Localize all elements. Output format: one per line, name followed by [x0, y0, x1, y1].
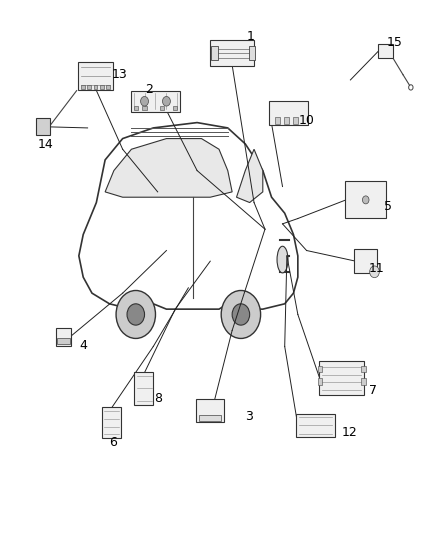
Bar — [293, 117, 298, 124]
FancyBboxPatch shape — [210, 40, 254, 66]
FancyBboxPatch shape — [319, 361, 364, 395]
Ellipse shape — [221, 290, 261, 338]
Bar — [284, 117, 289, 124]
Ellipse shape — [116, 290, 155, 338]
Bar — [361, 378, 366, 385]
Polygon shape — [105, 139, 232, 197]
FancyBboxPatch shape — [354, 249, 377, 273]
FancyBboxPatch shape — [296, 414, 335, 437]
Text: 12: 12 — [341, 426, 357, 439]
Bar — [142, 106, 147, 110]
Bar — [249, 46, 255, 60]
Ellipse shape — [232, 304, 250, 325]
Ellipse shape — [362, 196, 369, 204]
Bar — [134, 106, 138, 110]
Bar — [199, 415, 221, 421]
Text: 15: 15 — [387, 36, 403, 49]
Bar — [87, 85, 91, 89]
FancyBboxPatch shape — [36, 118, 50, 135]
Ellipse shape — [127, 304, 145, 325]
Bar — [81, 85, 85, 89]
Text: 4: 4 — [79, 339, 87, 352]
FancyBboxPatch shape — [345, 181, 386, 219]
Polygon shape — [237, 149, 263, 203]
Bar — [318, 366, 322, 372]
Text: 7: 7 — [369, 384, 377, 397]
Bar — [160, 106, 164, 110]
Text: 8: 8 — [154, 392, 162, 405]
Text: 2: 2 — [145, 83, 153, 96]
Text: 3: 3 — [245, 410, 253, 423]
Text: 11: 11 — [369, 262, 385, 275]
FancyBboxPatch shape — [134, 372, 153, 405]
FancyBboxPatch shape — [378, 44, 393, 58]
Text: 5: 5 — [384, 200, 392, 213]
Text: 6: 6 — [109, 436, 117, 449]
Text: 13: 13 — [112, 68, 128, 81]
Text: 1: 1 — [247, 30, 254, 43]
Text: 14: 14 — [38, 139, 53, 151]
Bar — [94, 85, 97, 89]
Bar — [57, 338, 70, 344]
Bar — [173, 106, 177, 110]
Bar — [211, 46, 218, 60]
Ellipse shape — [162, 96, 170, 106]
Text: 10: 10 — [299, 115, 314, 127]
Ellipse shape — [370, 266, 379, 278]
Ellipse shape — [277, 246, 288, 273]
FancyBboxPatch shape — [102, 407, 121, 438]
Bar — [361, 366, 366, 372]
FancyBboxPatch shape — [131, 91, 180, 111]
Ellipse shape — [141, 96, 148, 106]
Bar — [100, 85, 103, 89]
FancyBboxPatch shape — [269, 101, 307, 125]
FancyBboxPatch shape — [56, 328, 71, 346]
Bar — [106, 85, 110, 89]
FancyBboxPatch shape — [78, 62, 113, 90]
Bar — [318, 378, 322, 385]
Bar — [275, 117, 280, 124]
FancyBboxPatch shape — [196, 399, 224, 422]
